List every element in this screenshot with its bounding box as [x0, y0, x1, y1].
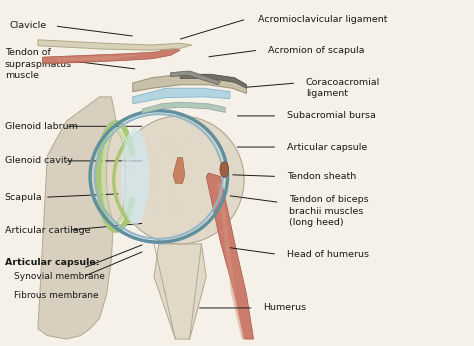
Text: Synovial membrane: Synovial membrane: [14, 272, 105, 281]
Text: Articular capsule: Articular capsule: [287, 143, 367, 152]
Polygon shape: [57, 54, 142, 62]
Text: Acromion of scapula: Acromion of scapula: [268, 46, 365, 55]
Text: Tendon sheath: Tendon sheath: [287, 172, 356, 181]
Polygon shape: [171, 71, 220, 85]
Polygon shape: [38, 97, 116, 339]
Polygon shape: [173, 157, 185, 183]
Text: Articular cartilage: Articular cartilage: [5, 226, 90, 235]
Polygon shape: [142, 102, 225, 113]
Polygon shape: [133, 88, 230, 104]
Text: Acromioclavicular ligament: Acromioclavicular ligament: [258, 15, 388, 24]
Polygon shape: [212, 183, 246, 339]
Text: Coracoacromial
ligament: Coracoacromial ligament: [306, 78, 380, 98]
Polygon shape: [38, 40, 192, 50]
Text: Glenoid cavity: Glenoid cavity: [5, 156, 73, 165]
Ellipse shape: [107, 131, 126, 221]
Text: Clavicle: Clavicle: [9, 21, 46, 30]
Ellipse shape: [121, 128, 149, 225]
Text: Head of humerus: Head of humerus: [287, 250, 369, 259]
Text: Articular capsule:: Articular capsule:: [5, 258, 99, 267]
Ellipse shape: [220, 162, 228, 177]
Text: Glenoid labrum: Glenoid labrum: [5, 122, 78, 131]
Text: Fibrous membrane: Fibrous membrane: [14, 291, 99, 300]
Text: Humerus: Humerus: [263, 303, 306, 312]
Polygon shape: [180, 74, 246, 88]
Text: Tendon of
supraspinatus
muscle: Tendon of supraspinatus muscle: [5, 48, 72, 80]
Polygon shape: [154, 244, 206, 339]
Text: Tendon of biceps
brachii muscles
(long heed): Tendon of biceps brachii muscles (long h…: [289, 195, 369, 227]
Text: Scapula: Scapula: [5, 193, 42, 202]
Text: Subacromial bursa: Subacromial bursa: [287, 111, 375, 120]
Polygon shape: [43, 48, 180, 64]
Polygon shape: [133, 74, 246, 93]
Ellipse shape: [116, 116, 244, 244]
Polygon shape: [206, 173, 254, 339]
